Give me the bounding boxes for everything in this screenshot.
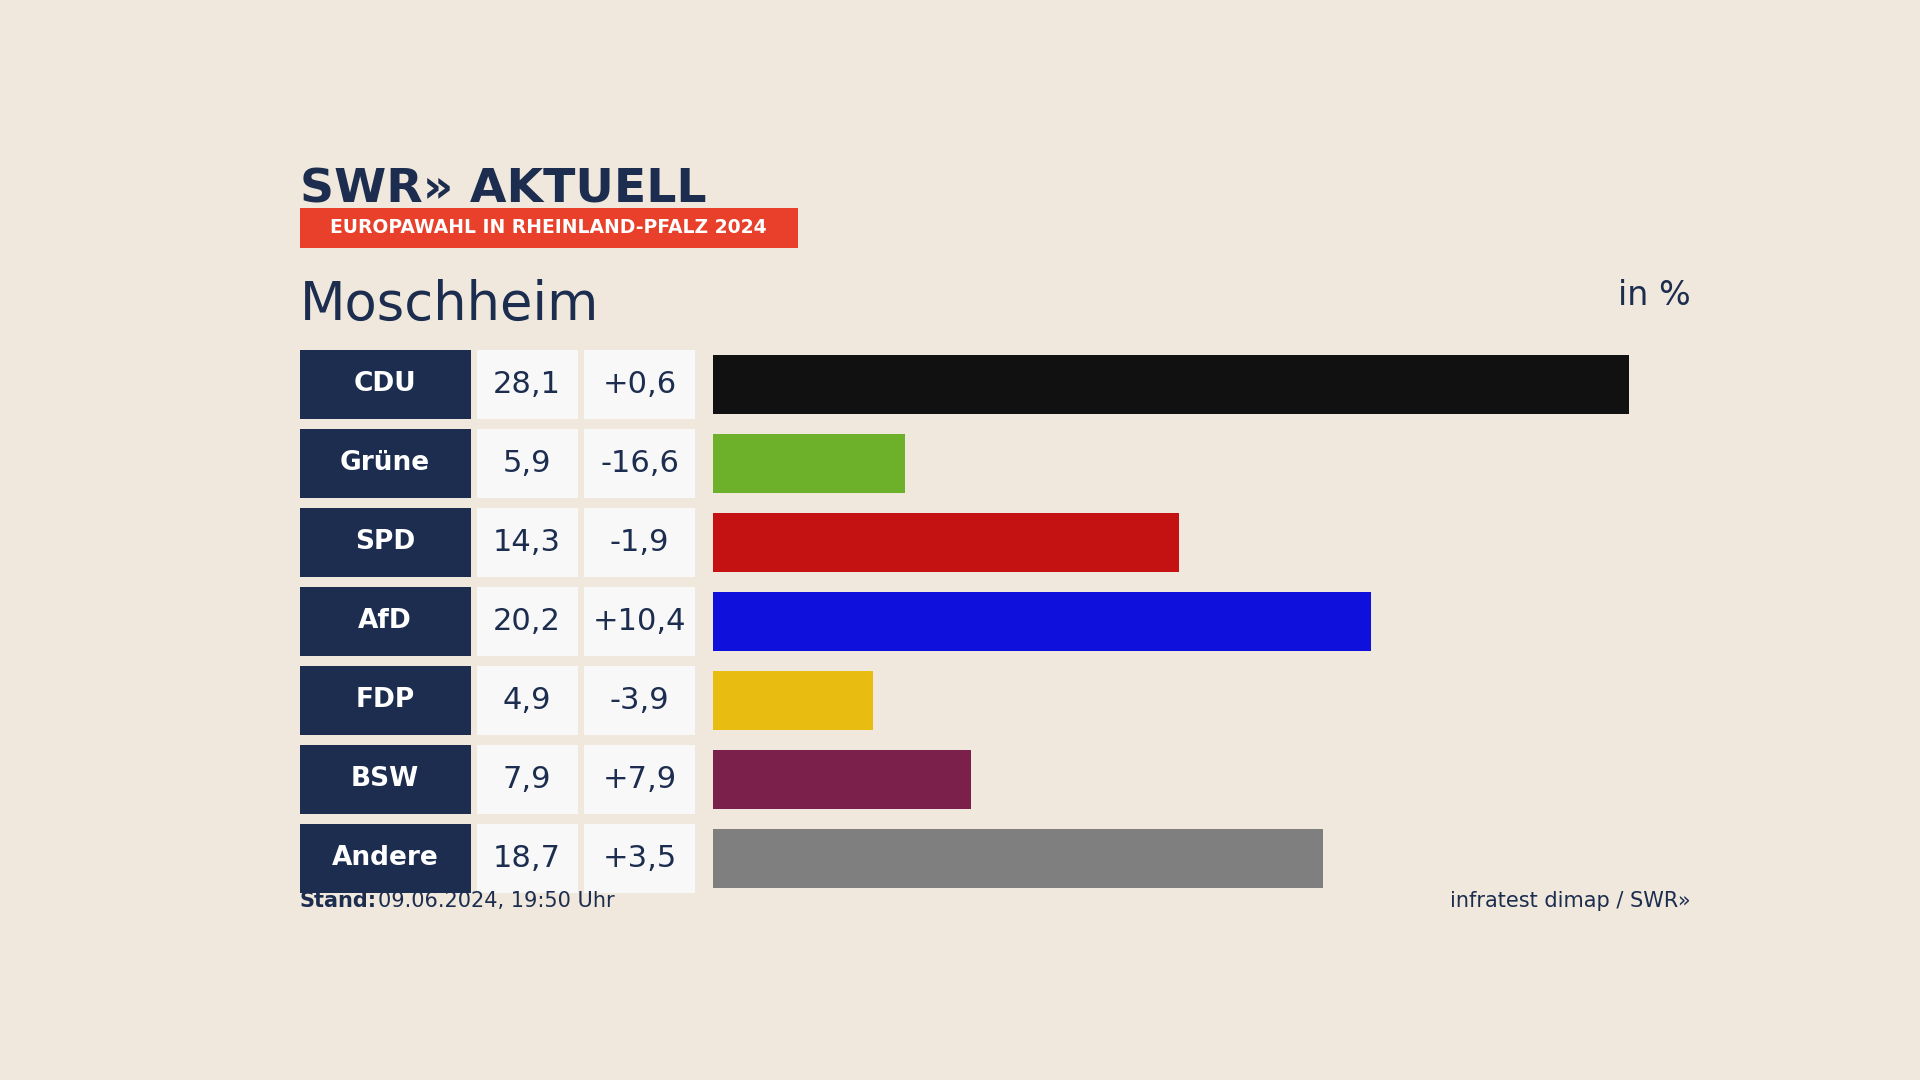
- Bar: [584, 350, 695, 419]
- Text: SWR» AKTUELL: SWR» AKTUELL: [300, 167, 707, 212]
- Bar: [476, 666, 578, 735]
- Text: +0,6: +0,6: [603, 370, 676, 399]
- Bar: [476, 586, 578, 656]
- Text: 4,9: 4,9: [503, 686, 551, 715]
- Text: +3,5: +3,5: [603, 843, 676, 873]
- Text: 20,2: 20,2: [493, 607, 561, 636]
- Bar: [476, 508, 578, 577]
- Bar: [712, 434, 906, 492]
- Text: -16,6: -16,6: [601, 449, 680, 478]
- Text: in %: in %: [1619, 280, 1692, 312]
- Text: Moschheim: Moschheim: [300, 280, 599, 332]
- Text: Stand:: Stand:: [300, 891, 376, 912]
- Bar: [300, 207, 799, 247]
- Bar: [300, 429, 470, 498]
- Bar: [584, 745, 695, 814]
- Text: +10,4: +10,4: [593, 607, 685, 636]
- Bar: [300, 586, 470, 656]
- Text: -3,9: -3,9: [611, 686, 670, 715]
- Bar: [712, 513, 1179, 572]
- Bar: [476, 350, 578, 419]
- Text: CDU: CDU: [353, 372, 417, 397]
- Text: EUROPAWAHL IN RHEINLAND-PFALZ 2024: EUROPAWAHL IN RHEINLAND-PFALZ 2024: [330, 218, 768, 238]
- Bar: [584, 824, 695, 893]
- Text: infratest dimap / SWR»: infratest dimap / SWR»: [1450, 891, 1692, 912]
- Bar: [300, 508, 470, 577]
- Text: Grüne: Grüne: [340, 450, 430, 476]
- Bar: [300, 350, 470, 419]
- Bar: [584, 508, 695, 577]
- Bar: [476, 824, 578, 893]
- Text: FDP: FDP: [355, 688, 415, 714]
- Bar: [584, 586, 695, 656]
- Text: -1,9: -1,9: [611, 528, 670, 557]
- Bar: [712, 671, 874, 730]
- Text: AfD: AfD: [359, 608, 413, 634]
- Text: Andere: Andere: [332, 846, 438, 872]
- Text: 5,9: 5,9: [503, 449, 551, 478]
- Bar: [476, 429, 578, 498]
- Text: 28,1: 28,1: [493, 370, 561, 399]
- Text: +7,9: +7,9: [603, 765, 676, 794]
- Bar: [476, 745, 578, 814]
- Bar: [584, 429, 695, 498]
- Bar: [712, 592, 1371, 651]
- Text: SPD: SPD: [355, 529, 415, 555]
- Bar: [300, 666, 470, 735]
- Bar: [300, 745, 470, 814]
- Bar: [712, 355, 1628, 414]
- Bar: [584, 666, 695, 735]
- Bar: [712, 750, 972, 809]
- Bar: [712, 829, 1323, 888]
- Text: 09.06.2024, 19:50 Uhr: 09.06.2024, 19:50 Uhr: [378, 891, 614, 912]
- Text: 7,9: 7,9: [503, 765, 551, 794]
- Bar: [300, 824, 470, 893]
- Text: 18,7: 18,7: [493, 843, 561, 873]
- Text: BSW: BSW: [351, 767, 419, 793]
- Text: 14,3: 14,3: [493, 528, 561, 557]
